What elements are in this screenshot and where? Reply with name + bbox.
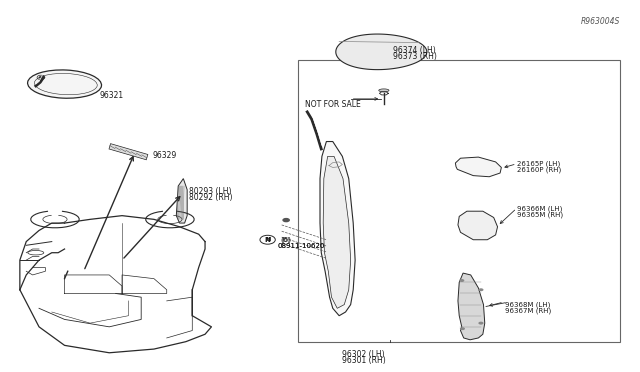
Text: 96367M (RH): 96367M (RH) bbox=[505, 308, 552, 314]
Text: 96374 (LH): 96374 (LH) bbox=[393, 46, 436, 55]
Circle shape bbox=[478, 288, 483, 291]
Text: 08911-10620: 08911-10620 bbox=[277, 243, 324, 249]
Circle shape bbox=[460, 327, 465, 330]
Text: 96366M (LH): 96366M (LH) bbox=[516, 205, 562, 212]
Polygon shape bbox=[176, 179, 187, 223]
Text: 96302 (LH): 96302 (LH) bbox=[342, 350, 385, 359]
Text: N: N bbox=[265, 237, 270, 242]
Text: 96365M (RH): 96365M (RH) bbox=[516, 211, 563, 218]
Circle shape bbox=[478, 322, 483, 325]
Text: N: N bbox=[265, 237, 271, 243]
Text: R963004S: R963004S bbox=[580, 17, 620, 26]
Text: 80292 (RH): 80292 (RH) bbox=[189, 193, 232, 202]
Circle shape bbox=[282, 218, 290, 222]
Text: 26160P (RH): 26160P (RH) bbox=[516, 167, 561, 173]
Polygon shape bbox=[323, 156, 351, 308]
Text: 96329: 96329 bbox=[153, 151, 177, 160]
Ellipse shape bbox=[379, 89, 389, 92]
Ellipse shape bbox=[28, 70, 102, 98]
Polygon shape bbox=[456, 157, 501, 177]
Bar bbox=[298, 60, 620, 341]
Polygon shape bbox=[458, 273, 484, 340]
Circle shape bbox=[460, 279, 465, 282]
Text: 80293 (LH): 80293 (LH) bbox=[189, 187, 232, 196]
Polygon shape bbox=[458, 211, 497, 240]
Text: (6): (6) bbox=[280, 237, 291, 243]
Polygon shape bbox=[336, 34, 427, 70]
Circle shape bbox=[39, 76, 43, 78]
Text: NOT FOR SALE: NOT FOR SALE bbox=[305, 100, 360, 109]
Text: 96301 (RH): 96301 (RH) bbox=[342, 356, 385, 365]
Text: (6): (6) bbox=[282, 236, 292, 243]
Polygon shape bbox=[320, 141, 355, 316]
Text: 96321: 96321 bbox=[100, 92, 124, 100]
Text: 26165P (LH): 26165P (LH) bbox=[516, 161, 560, 167]
Text: 96368M (LH): 96368M (LH) bbox=[505, 302, 550, 308]
Text: 08911-10620: 08911-10620 bbox=[278, 243, 325, 249]
Text: 96373 (RH): 96373 (RH) bbox=[393, 52, 436, 61]
